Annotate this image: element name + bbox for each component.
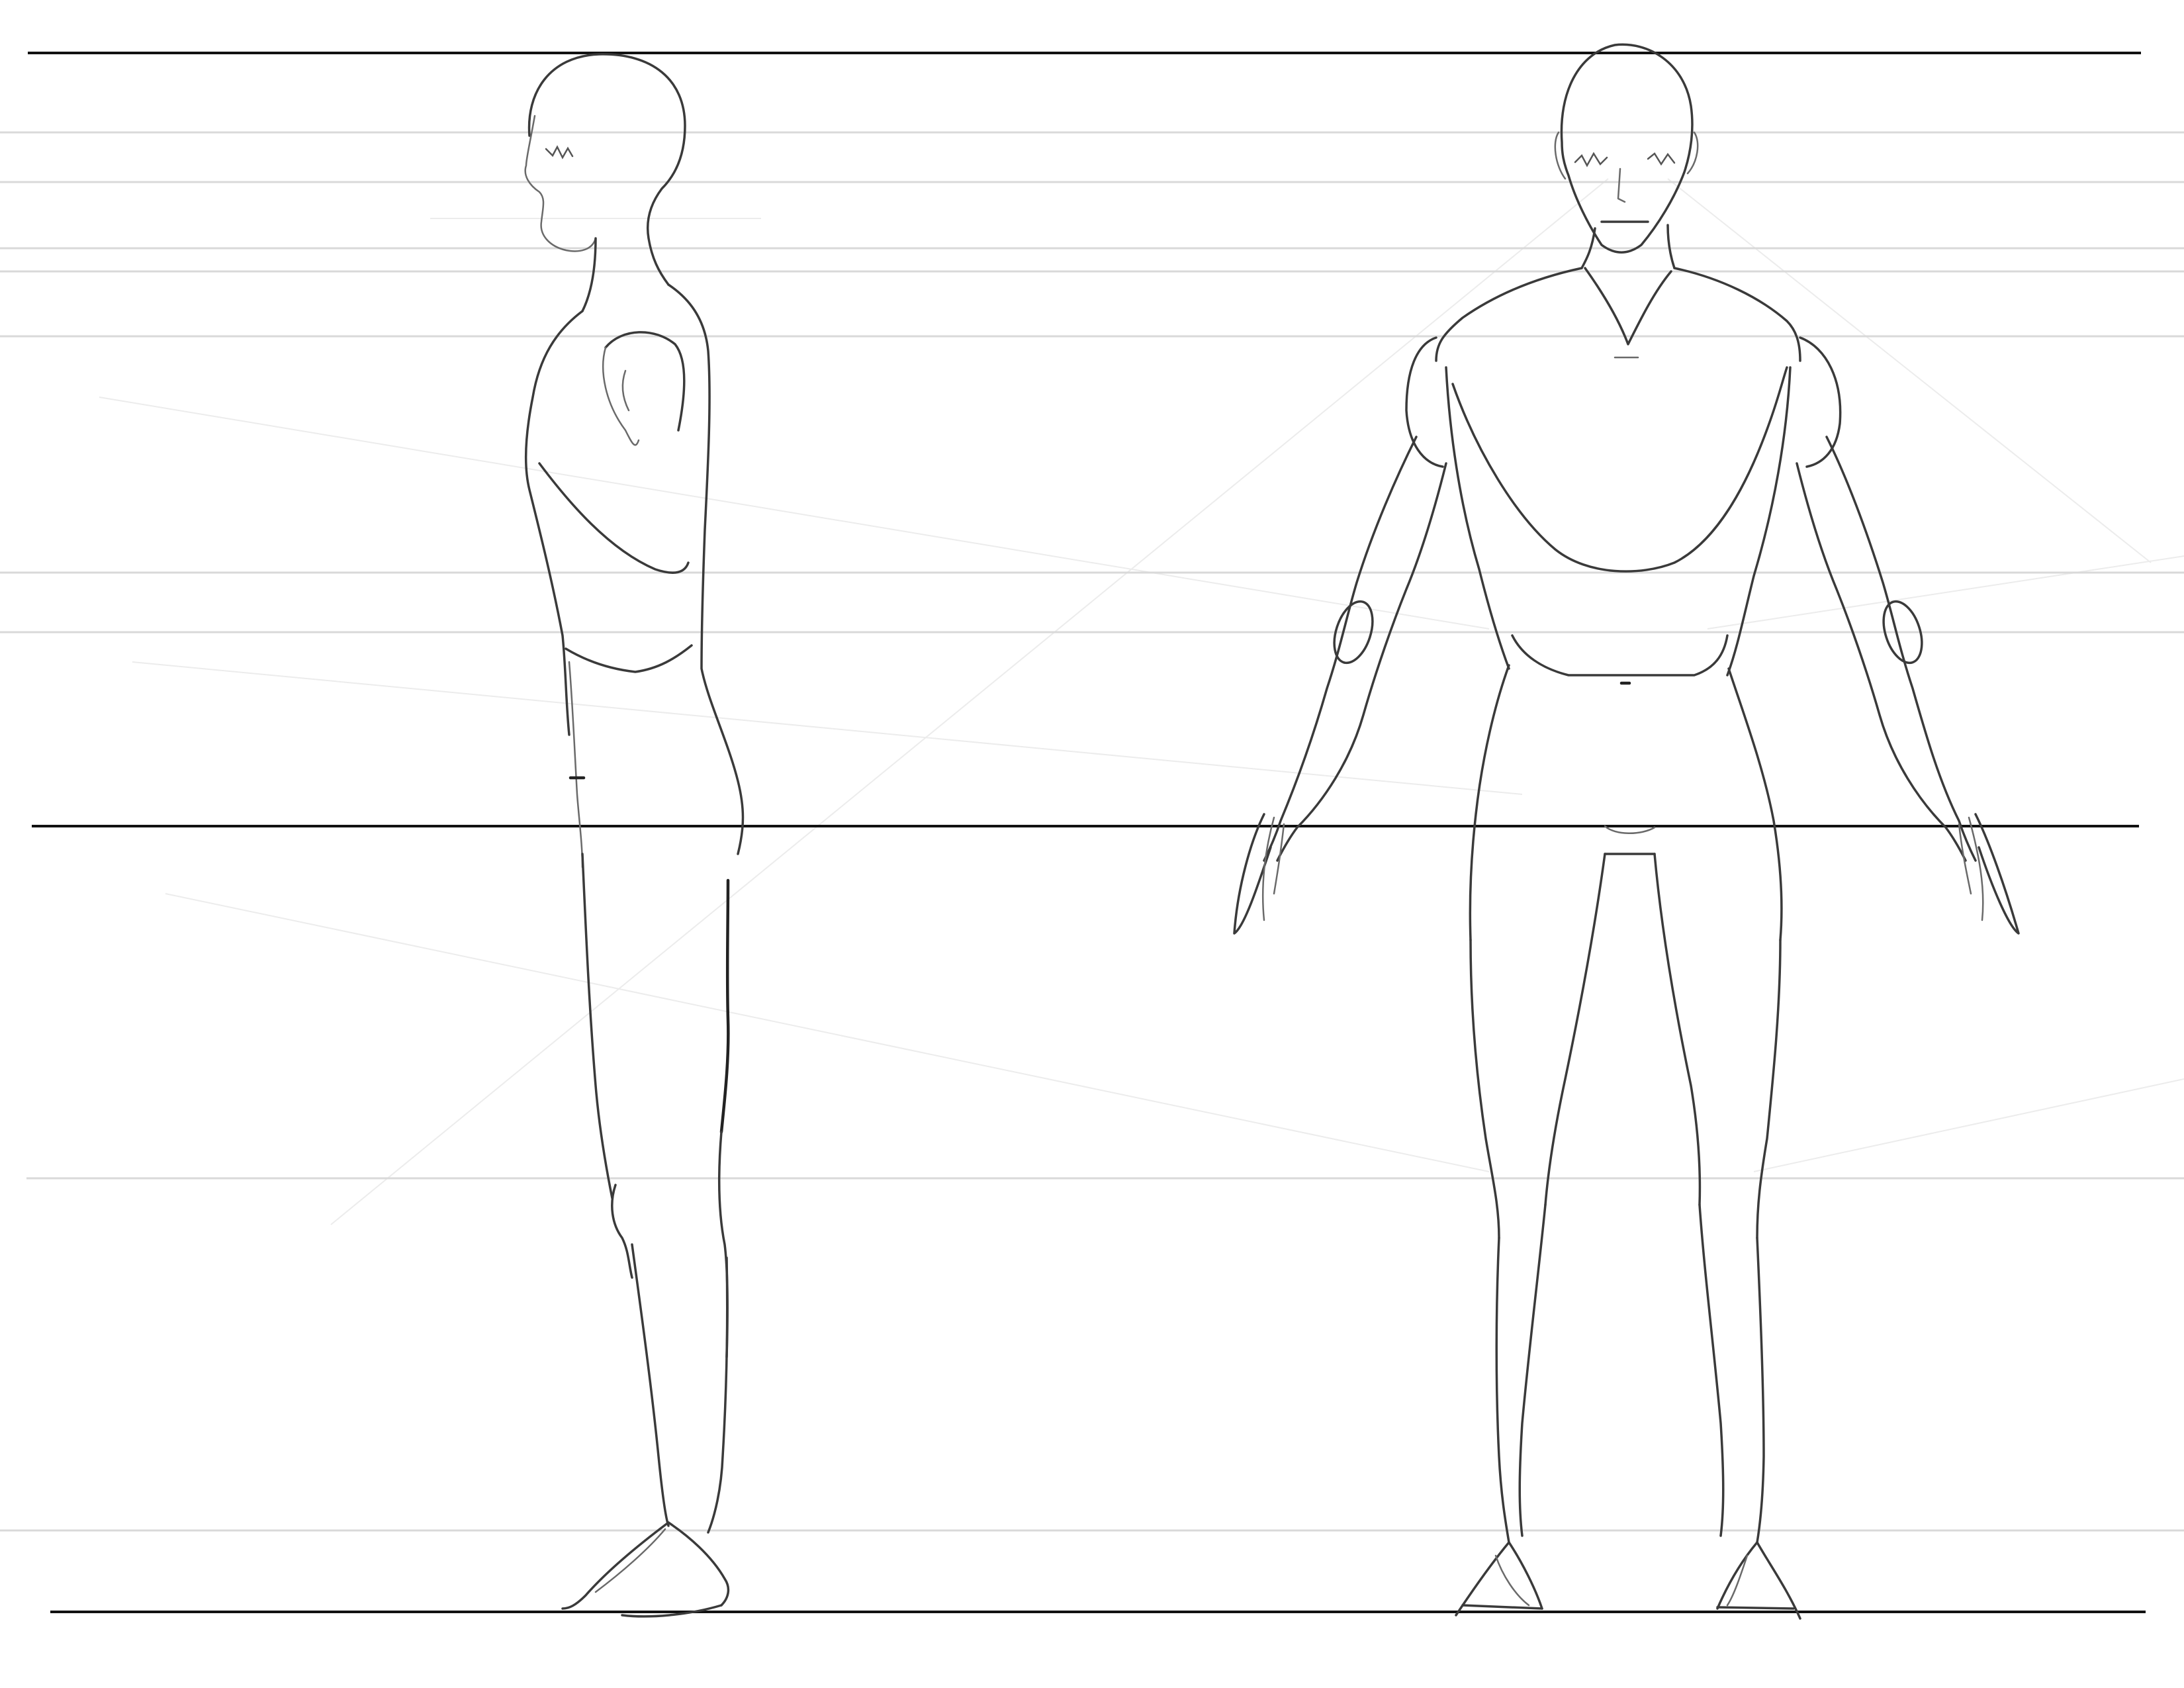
perspective-construction-lines [99, 178, 2184, 1225]
major-guide-lines [28, 52, 2146, 1613]
side-view-figure [524, 53, 745, 1618]
front-view-figure [1233, 43, 2020, 1620]
proportion-guide-lines [0, 131, 2184, 1532]
